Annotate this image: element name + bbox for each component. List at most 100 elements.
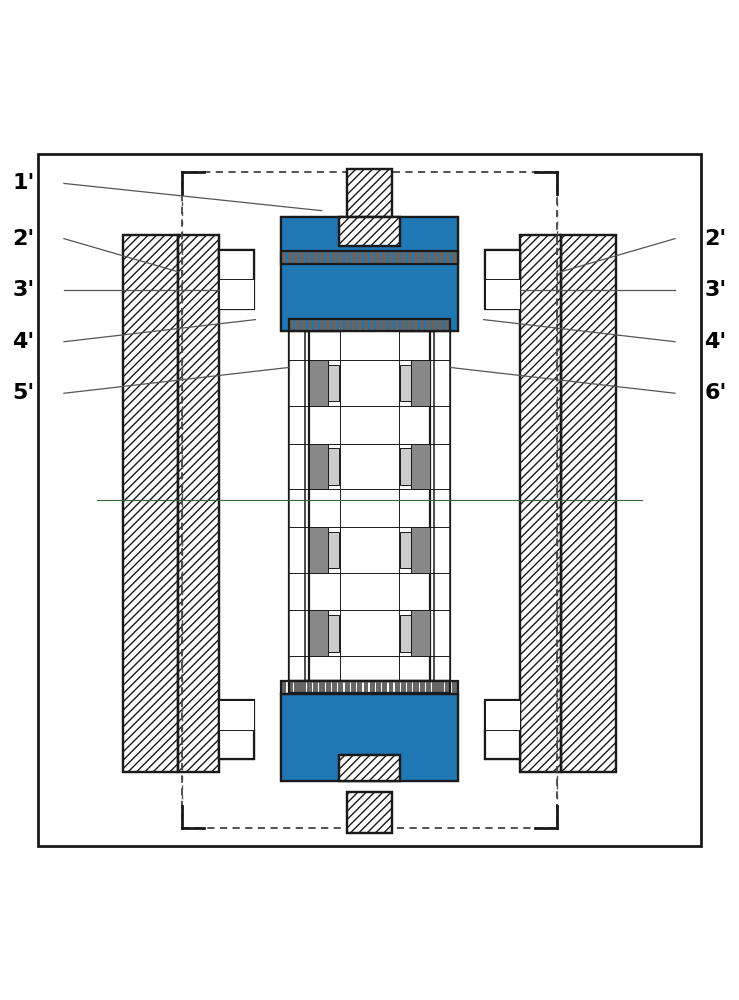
Bar	[332, 681, 337, 694]
Bar	[412, 360, 430, 406]
Bar	[426, 681, 432, 694]
Bar	[281, 681, 458, 694]
Bar	[376, 319, 381, 331]
Bar	[294, 681, 299, 694]
Bar	[338, 217, 401, 246]
Bar	[344, 681, 350, 694]
Bar	[432, 319, 437, 331]
Bar	[435, 331, 451, 681]
Bar	[327, 365, 339, 401]
Bar	[383, 681, 387, 694]
Bar	[309, 444, 327, 489]
Bar	[452, 251, 457, 264]
Bar	[307, 681, 311, 694]
Bar	[326, 251, 330, 264]
Bar	[219, 700, 254, 730]
Bar	[408, 251, 412, 264]
Bar	[426, 319, 431, 331]
Bar	[288, 331, 304, 681]
Bar	[302, 319, 306, 331]
Bar	[319, 251, 324, 264]
Bar	[219, 700, 254, 759]
Bar	[376, 251, 381, 264]
Bar	[288, 319, 451, 331]
Bar	[439, 251, 444, 264]
Bar	[420, 319, 424, 331]
Bar	[326, 681, 330, 694]
Bar	[433, 251, 437, 264]
Bar	[281, 217, 458, 331]
Bar	[420, 681, 424, 693]
Bar	[426, 681, 431, 693]
Bar	[485, 730, 520, 759]
Bar	[364, 681, 368, 693]
Bar	[327, 448, 339, 485]
Bar	[401, 319, 406, 331]
Bar	[347, 169, 392, 217]
Bar	[401, 681, 406, 694]
Bar	[289, 319, 293, 331]
Bar	[383, 251, 387, 264]
Bar	[287, 681, 293, 694]
Bar	[485, 250, 520, 279]
Bar	[313, 251, 318, 264]
Bar	[389, 681, 393, 694]
Bar	[123, 235, 178, 772]
Bar	[178, 235, 219, 772]
Bar	[438, 681, 443, 693]
Bar	[412, 527, 430, 573]
Bar	[426, 251, 432, 264]
Bar	[219, 279, 254, 309]
Bar	[219, 250, 254, 309]
Text: 4': 4'	[13, 332, 35, 352]
Bar	[400, 365, 412, 401]
Bar	[319, 681, 324, 694]
Bar	[364, 319, 368, 331]
Bar	[445, 681, 449, 693]
Bar	[347, 169, 392, 217]
Bar	[294, 251, 299, 264]
Bar	[561, 235, 616, 772]
Bar	[358, 319, 362, 331]
Bar	[370, 681, 375, 694]
Bar	[446, 251, 450, 264]
Bar	[320, 319, 324, 331]
Bar	[357, 681, 362, 694]
Bar	[326, 319, 331, 331]
Bar	[376, 681, 381, 693]
Bar	[420, 251, 425, 264]
Bar	[395, 681, 399, 693]
Bar	[520, 235, 561, 772]
Bar	[389, 319, 393, 331]
Bar	[351, 681, 355, 693]
Bar	[407, 681, 412, 693]
Bar	[408, 681, 412, 694]
Bar	[345, 681, 350, 693]
Bar	[302, 681, 306, 693]
Bar	[338, 755, 401, 781]
Bar	[370, 319, 375, 331]
Bar	[288, 681, 451, 693]
Bar	[412, 444, 430, 489]
Bar	[219, 730, 254, 759]
Bar	[351, 319, 355, 331]
Text: 2': 2'	[704, 229, 726, 249]
Bar	[340, 331, 399, 681]
Bar	[281, 217, 458, 331]
Bar	[178, 235, 219, 772]
Bar	[382, 319, 387, 331]
Bar	[414, 251, 419, 264]
Bar	[281, 251, 458, 264]
Bar	[300, 681, 305, 694]
Bar	[389, 251, 393, 264]
Bar	[485, 700, 520, 730]
Bar	[309, 331, 430, 681]
Bar	[281, 694, 458, 781]
Bar	[414, 681, 419, 694]
Bar	[432, 681, 437, 693]
Bar	[313, 681, 318, 694]
Bar	[338, 681, 344, 693]
Bar	[338, 681, 343, 694]
Bar	[395, 319, 399, 331]
Bar	[401, 251, 406, 264]
